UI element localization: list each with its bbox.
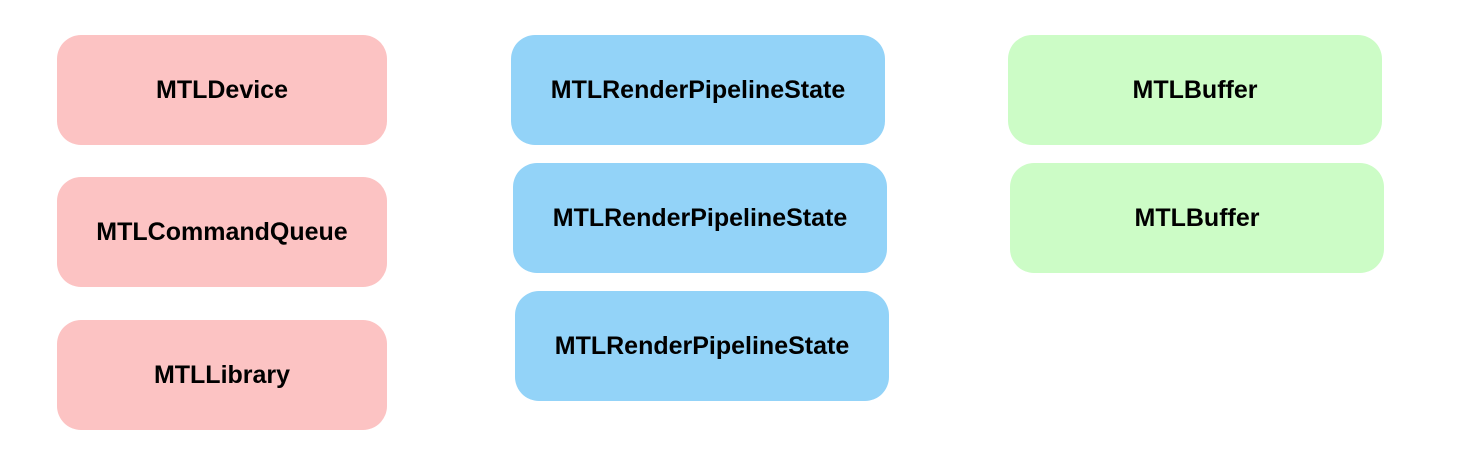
render-pipeline-state-label: MTLRenderPipelineState <box>550 75 846 104</box>
mtl-buffer-box: MTLBuffer <box>1010 163 1384 273</box>
render-pipeline-state-box: MTLRenderPipelineState <box>513 163 887 273</box>
mtl-buffer-label: MTLBuffer <box>1132 75 1258 104</box>
mtl-library-label: MTLLibrary <box>153 360 291 389</box>
mtl-command-queue-label: MTLCommandQueue <box>96 217 348 246</box>
mtl-device-label: MTLDevice <box>156 75 288 104</box>
render-pipeline-state-label: MTLRenderPipelineState <box>552 203 848 232</box>
render-pipeline-state-box: MTLRenderPipelineState <box>511 35 885 145</box>
render-pipeline-state-label: MTLRenderPipelineState <box>554 331 850 360</box>
mtl-library-box: MTLLibrary <box>57 320 387 430</box>
mtl-buffer-box: MTLBuffer <box>1008 35 1382 145</box>
mtl-buffer-label: MTLBuffer <box>1134 203 1260 232</box>
mtl-device-box: MTLDevice <box>57 35 387 145</box>
mtl-command-queue-box: MTLCommandQueue <box>57 177 387 287</box>
render-pipeline-state-box: MTLRenderPipelineState <box>515 291 889 401</box>
